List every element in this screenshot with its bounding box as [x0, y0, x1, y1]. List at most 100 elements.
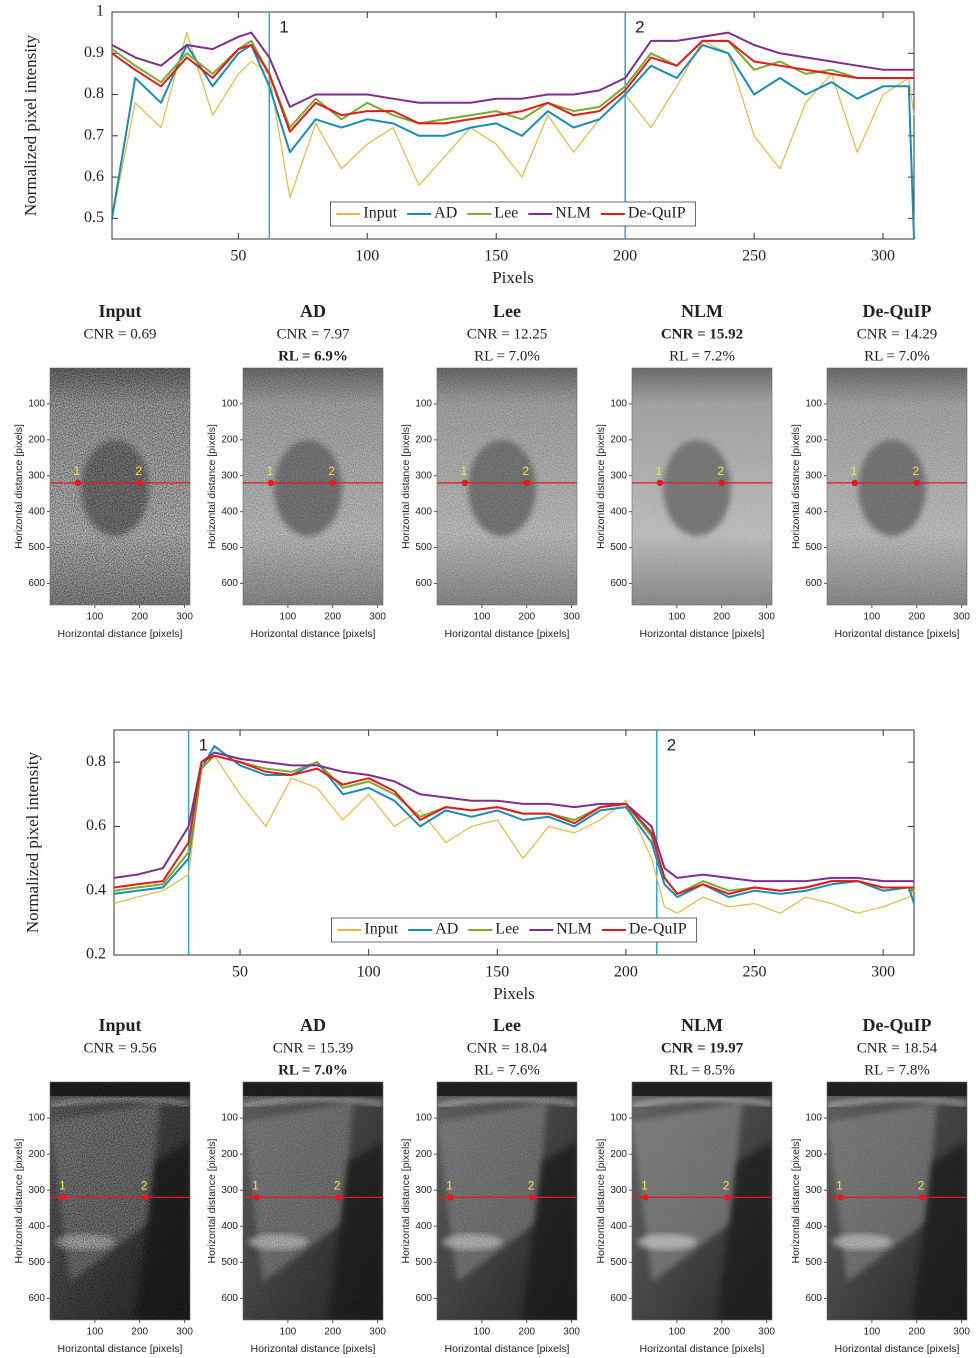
image-title: Lee — [493, 301, 521, 321]
x-tick-label: 200 — [614, 964, 638, 981]
x-tick-label: 150 — [485, 964, 509, 981]
profile-point — [334, 1194, 342, 1201]
x-axis-label: Horizontal distance [pixels] — [445, 1343, 570, 1355]
y-tick-label: 600 — [610, 578, 627, 589]
x-axis-label: Pixels — [492, 268, 534, 287]
ultrasound-image — [243, 1082, 383, 1320]
y-tick-label: 400 — [221, 1221, 238, 1232]
y-tick-label: 300 — [28, 470, 45, 481]
y-tick-label: 0.6 — [86, 817, 106, 834]
x-tick-label: 50 — [230, 248, 246, 265]
profile-point-label: 2 — [328, 464, 335, 478]
y-tick-label: 100 — [28, 1113, 45, 1124]
y-tick-label: 600 — [805, 578, 822, 589]
profile-point — [267, 479, 275, 487]
image-title: NLM — [681, 1015, 723, 1035]
profile-point-label: 1 — [266, 464, 273, 478]
x-tick-label: 300 — [176, 1327, 193, 1338]
x-tick-label: 300 — [369, 612, 386, 623]
y-tick-label: 300 — [610, 1185, 627, 1196]
y-tick-label: 100 — [610, 1113, 627, 1124]
ultrasound-image — [243, 368, 383, 605]
ultrasound-image — [827, 368, 967, 605]
y-tick-label: 300 — [805, 470, 822, 481]
image-frame — [49, 367, 191, 606]
x-tick-label: 300 — [953, 612, 970, 623]
y-tick-label: 400 — [415, 506, 432, 517]
x-tick-label: 200 — [613, 248, 637, 265]
y-axis-label: Horizontal distance [pixels] — [595, 1138, 607, 1263]
profile-point — [447, 1194, 454, 1201]
y-tick-label: 500 — [221, 542, 238, 553]
speckle — [437, 1082, 577, 1320]
y-tick-label: 0.9 — [84, 44, 104, 61]
x-tick-label: 200 — [908, 612, 925, 623]
y-tick-label: 100 — [415, 399, 432, 410]
x-tick-label: 200 — [131, 612, 148, 623]
x-tick-label: 100 — [280, 1327, 297, 1338]
x-tick-label: 250 — [743, 964, 767, 981]
y-tick-label: 400 — [415, 1221, 432, 1232]
x-tick-label: 250 — [742, 248, 766, 265]
x-tick-label: 150 — [484, 248, 508, 265]
y-axis-label: Horizontal distance [pixels] — [790, 424, 802, 549]
profile-point-label: 2 — [528, 1179, 535, 1193]
x-axis-label: Horizontal distance [pixels] — [835, 628, 960, 640]
y-tick-label: 600 — [415, 1293, 432, 1304]
profile-point — [837, 1194, 844, 1201]
series-line — [113, 751, 914, 883]
y-tick-label: 500 — [415, 1257, 432, 1268]
speckle — [243, 368, 383, 605]
legend-label: NLM — [555, 205, 591, 222]
image-frame — [826, 1081, 968, 1321]
ultrasound-image — [827, 1082, 967, 1320]
x-tick-label: 200 — [908, 1327, 925, 1338]
profile-point — [656, 479, 664, 487]
image-title: AD — [300, 301, 326, 321]
y-tick-label: 200 — [221, 434, 238, 445]
x-axis-label: Horizontal distance [pixels] — [445, 628, 570, 640]
ultrasound-image — [632, 368, 772, 605]
x-tick-label: 300 — [369, 1327, 386, 1338]
cnr-label: CNR = 12.25 — [467, 326, 548, 342]
speckle — [50, 1082, 190, 1320]
x-tick-label: 100 — [474, 612, 491, 623]
image-frame — [826, 367, 968, 606]
x-tick-label: 300 — [176, 612, 193, 623]
profile-point-label: 2 — [141, 1179, 148, 1193]
x-axis-label: Pixels — [493, 984, 535, 1003]
speckle — [632, 1082, 772, 1320]
y-axis-label: Horizontal distance [pixels] — [400, 424, 412, 549]
x-tick-label: 100 — [355, 248, 379, 265]
y-tick-label: 200 — [28, 434, 45, 445]
image-title: De-QuIP — [863, 301, 932, 321]
x-tick-label: 200 — [131, 1327, 148, 1338]
speckle — [437, 368, 577, 605]
profile-point-label: 1 — [446, 1179, 453, 1193]
y-tick-label: 200 — [805, 434, 822, 445]
image-frame — [631, 1081, 773, 1321]
x-tick-label: 300 — [871, 964, 895, 981]
x-tick-label: 100 — [87, 1327, 104, 1338]
rl-label: RL = 7.8% — [864, 1062, 930, 1078]
y-tick-label: 300 — [415, 470, 432, 481]
profile-point — [718, 479, 725, 487]
y-tick-label: 200 — [805, 1149, 822, 1160]
series-line — [111, 31, 914, 108]
profile-point-label: 2 — [135, 464, 142, 478]
x-tick-label: 100 — [669, 1327, 686, 1338]
series-line — [111, 39, 914, 133]
speckle — [50, 368, 190, 605]
profile-point-label: 1 — [850, 464, 857, 478]
x-axis-label: Horizontal distance [pixels] — [58, 628, 183, 640]
profile-point-label: 2 — [912, 464, 919, 478]
x-tick-label: 200 — [518, 1327, 535, 1338]
y-tick-label: 500 — [28, 542, 45, 553]
y-tick-label: 600 — [221, 1293, 238, 1304]
y-tick-label: 100 — [28, 399, 45, 410]
y-tick-label: 0.7 — [84, 126, 104, 143]
y-tick-label: 500 — [415, 542, 432, 553]
plot-area — [111, 11, 915, 240]
speckle — [827, 1082, 967, 1320]
